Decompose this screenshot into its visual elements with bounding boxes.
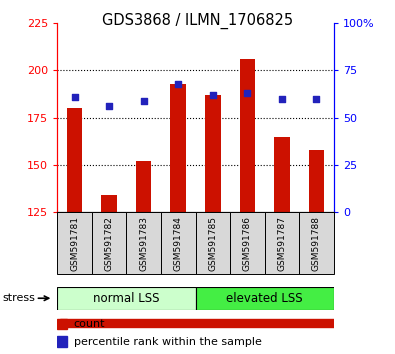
Bar (102, 195, 117, 212)
Point (71, 94, 78, 100)
Text: stress: stress (2, 293, 35, 303)
Text: GSM591782: GSM591782 (105, 216, 114, 271)
Bar (57, 212, 92, 274)
Text: GSM591787: GSM591787 (277, 216, 286, 271)
Text: GSM591783: GSM591783 (139, 216, 148, 271)
Bar (265, 212, 299, 274)
Point (244, 90, 250, 96)
Bar (161, 212, 196, 274)
Bar (309, 150, 324, 212)
Point (313, 96, 320, 102)
Text: GSM591781: GSM591781 (70, 216, 79, 271)
Bar (136, 161, 151, 212)
Text: normal LSS: normal LSS (93, 292, 160, 305)
Bar (67, 108, 82, 212)
Text: GSM591788: GSM591788 (312, 216, 321, 271)
Bar (57, 287, 196, 310)
Bar (299, 212, 334, 274)
Text: percentile rank within the sample: percentile rank within the sample (74, 337, 262, 347)
Bar (57, 336, 67, 347)
Text: count: count (74, 319, 105, 329)
Text: GSM591785: GSM591785 (208, 216, 217, 271)
Text: GSM591784: GSM591784 (174, 216, 183, 271)
Bar (171, 84, 186, 212)
Bar (196, 212, 230, 274)
Point (210, 92, 216, 98)
Bar (196, 287, 334, 310)
Bar (126, 212, 161, 274)
Bar (57, 319, 67, 329)
Text: elevated LSS: elevated LSS (226, 292, 303, 305)
Text: GSM591786: GSM591786 (243, 216, 252, 271)
Bar (60, 319, 395, 327)
Point (141, 98, 147, 103)
Text: GDS3868 / ILMN_1706825: GDS3868 / ILMN_1706825 (102, 12, 293, 29)
Bar (240, 59, 255, 212)
Bar (92, 212, 126, 274)
Bar (205, 95, 220, 212)
Bar (230, 212, 265, 274)
Point (279, 96, 285, 102)
Point (106, 103, 112, 109)
Bar (274, 137, 290, 212)
Point (175, 81, 181, 86)
